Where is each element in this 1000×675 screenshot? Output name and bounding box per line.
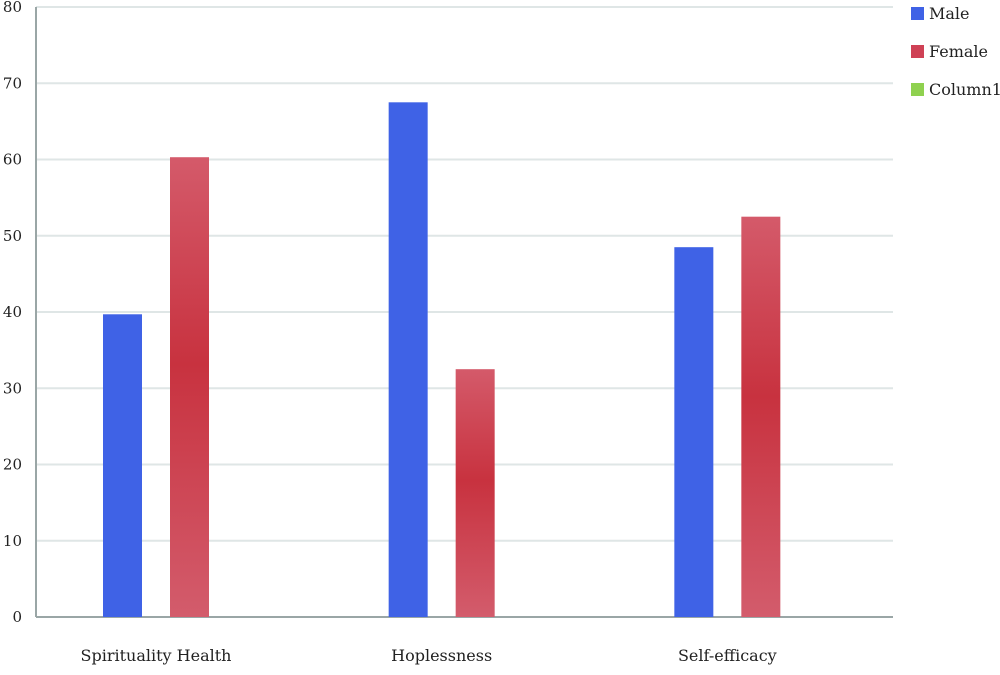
legend-swatch-male <box>911 7 924 20</box>
y-tick-label: 70 <box>3 74 22 92</box>
bar-male-1 <box>103 314 142 617</box>
y-tick-label: 80 <box>3 0 22 16</box>
x-category-label: Self-efficacy <box>678 646 777 665</box>
x-category-label: Spirituality Health <box>81 646 232 665</box>
x-category-labels: Spirituality Health Hoplessness Self-effic… <box>81 646 777 665</box>
bar-female-2 <box>455 369 495 617</box>
bar-female-3 <box>741 216 781 617</box>
legend-label-column1: Column1 <box>929 80 1000 99</box>
y-tick-label: 0 <box>12 608 22 626</box>
x-category-label: Hoplessness <box>391 646 492 665</box>
legend-swatch-column1 <box>911 83 924 96</box>
legend: Male Female Column1 <box>911 4 1000 99</box>
legend-label-female: Female <box>929 42 988 61</box>
y-tick-labels: 0 10 20 30 40 50 60 70 80 <box>3 0 22 626</box>
y-tick-label: 10 <box>3 532 22 550</box>
bar-male-3 <box>674 247 714 617</box>
legend-label-male: Male <box>929 4 970 23</box>
bar-female-1 <box>170 157 209 617</box>
y-tick-label: 20 <box>3 456 22 474</box>
bar-male-2 <box>388 102 428 617</box>
legend-swatch-female <box>911 45 924 58</box>
bars <box>103 102 781 617</box>
y-tick-label: 60 <box>3 151 22 169</box>
y-tick-label: 50 <box>3 227 22 245</box>
y-tick-label: 40 <box>3 303 22 321</box>
y-tick-label: 30 <box>3 379 22 397</box>
